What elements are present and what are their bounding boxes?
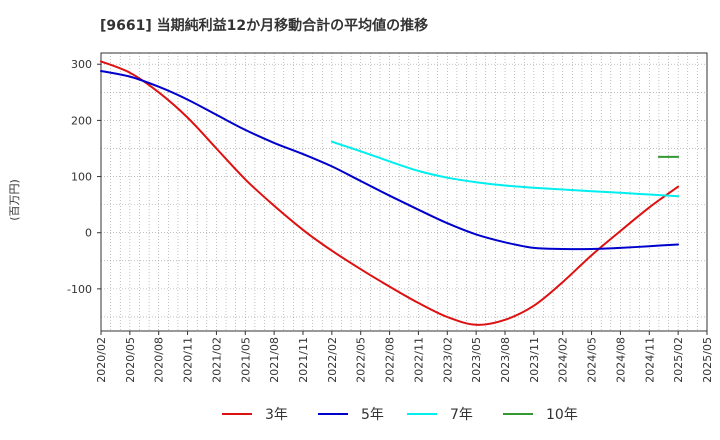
legend-label: 7年 — [450, 407, 473, 423]
x-tick-label: 2020/05 — [124, 337, 137, 383]
x-tick-label: 2022/08 — [384, 337, 397, 383]
y-tick-label: -100 — [67, 283, 92, 296]
x-tick-label: 2020/02 — [95, 337, 108, 383]
y-tick-label: 300 — [71, 58, 92, 71]
x-tick-label: 2021/02 — [210, 337, 223, 383]
y-axis-label: (百万円) — [8, 179, 21, 221]
x-tick-label: 2021/05 — [239, 337, 252, 383]
chart-title: [9661] 当期純利益12か月移動合計の平均値の推移 — [100, 17, 428, 34]
x-tick-label: 2025/05 — [701, 337, 714, 383]
x-tick-label: 2024/02 — [557, 337, 570, 383]
x-tick-label: 2022/02 — [326, 337, 339, 383]
legend-label: 3年 — [265, 407, 288, 423]
x-tick-label: 2022/05 — [355, 337, 368, 383]
x-tick-label: 2020/11 — [182, 337, 195, 383]
y-tick-label: 100 — [71, 171, 92, 184]
x-tick-label: 2020/08 — [153, 337, 166, 383]
series-line — [100, 60, 680, 326]
legend-label: 10年 — [546, 407, 578, 423]
series-lines — [100, 60, 680, 326]
y-tick-label: 200 — [71, 114, 92, 127]
legend: 3年 5年 7年 10年 — [222, 407, 578, 423]
series-line — [100, 70, 680, 251]
x-tick-label: 2024/05 — [586, 337, 599, 383]
x-tick-label: 2025/02 — [672, 337, 685, 383]
plot-area — [100, 52, 708, 332]
y-tick-label: 0 — [85, 227, 92, 240]
y-axis: 300 200 100 0 -100 — [67, 58, 101, 296]
x-tick-label: 2021/11 — [297, 337, 310, 383]
x-tick-label: 2022/11 — [412, 337, 425, 383]
x-tick-label: 2023/02 — [441, 337, 454, 383]
series-line — [330, 140, 680, 198]
x-tick-label: 2024/08 — [614, 337, 627, 383]
x-tick-label: 2021/08 — [268, 337, 281, 383]
grid — [101, 53, 707, 331]
x-axis: 2020/02 2020/05 2020/08 2020/11 2021/02 2021/… — [95, 331, 714, 383]
x-tick-label: 2024/11 — [643, 337, 656, 383]
legend-label: 5年 — [361, 407, 384, 423]
x-tick-label: 2023/11 — [528, 337, 541, 383]
x-tick-label: 2023/08 — [499, 337, 512, 383]
x-tick-label: 2023/05 — [470, 337, 483, 383]
